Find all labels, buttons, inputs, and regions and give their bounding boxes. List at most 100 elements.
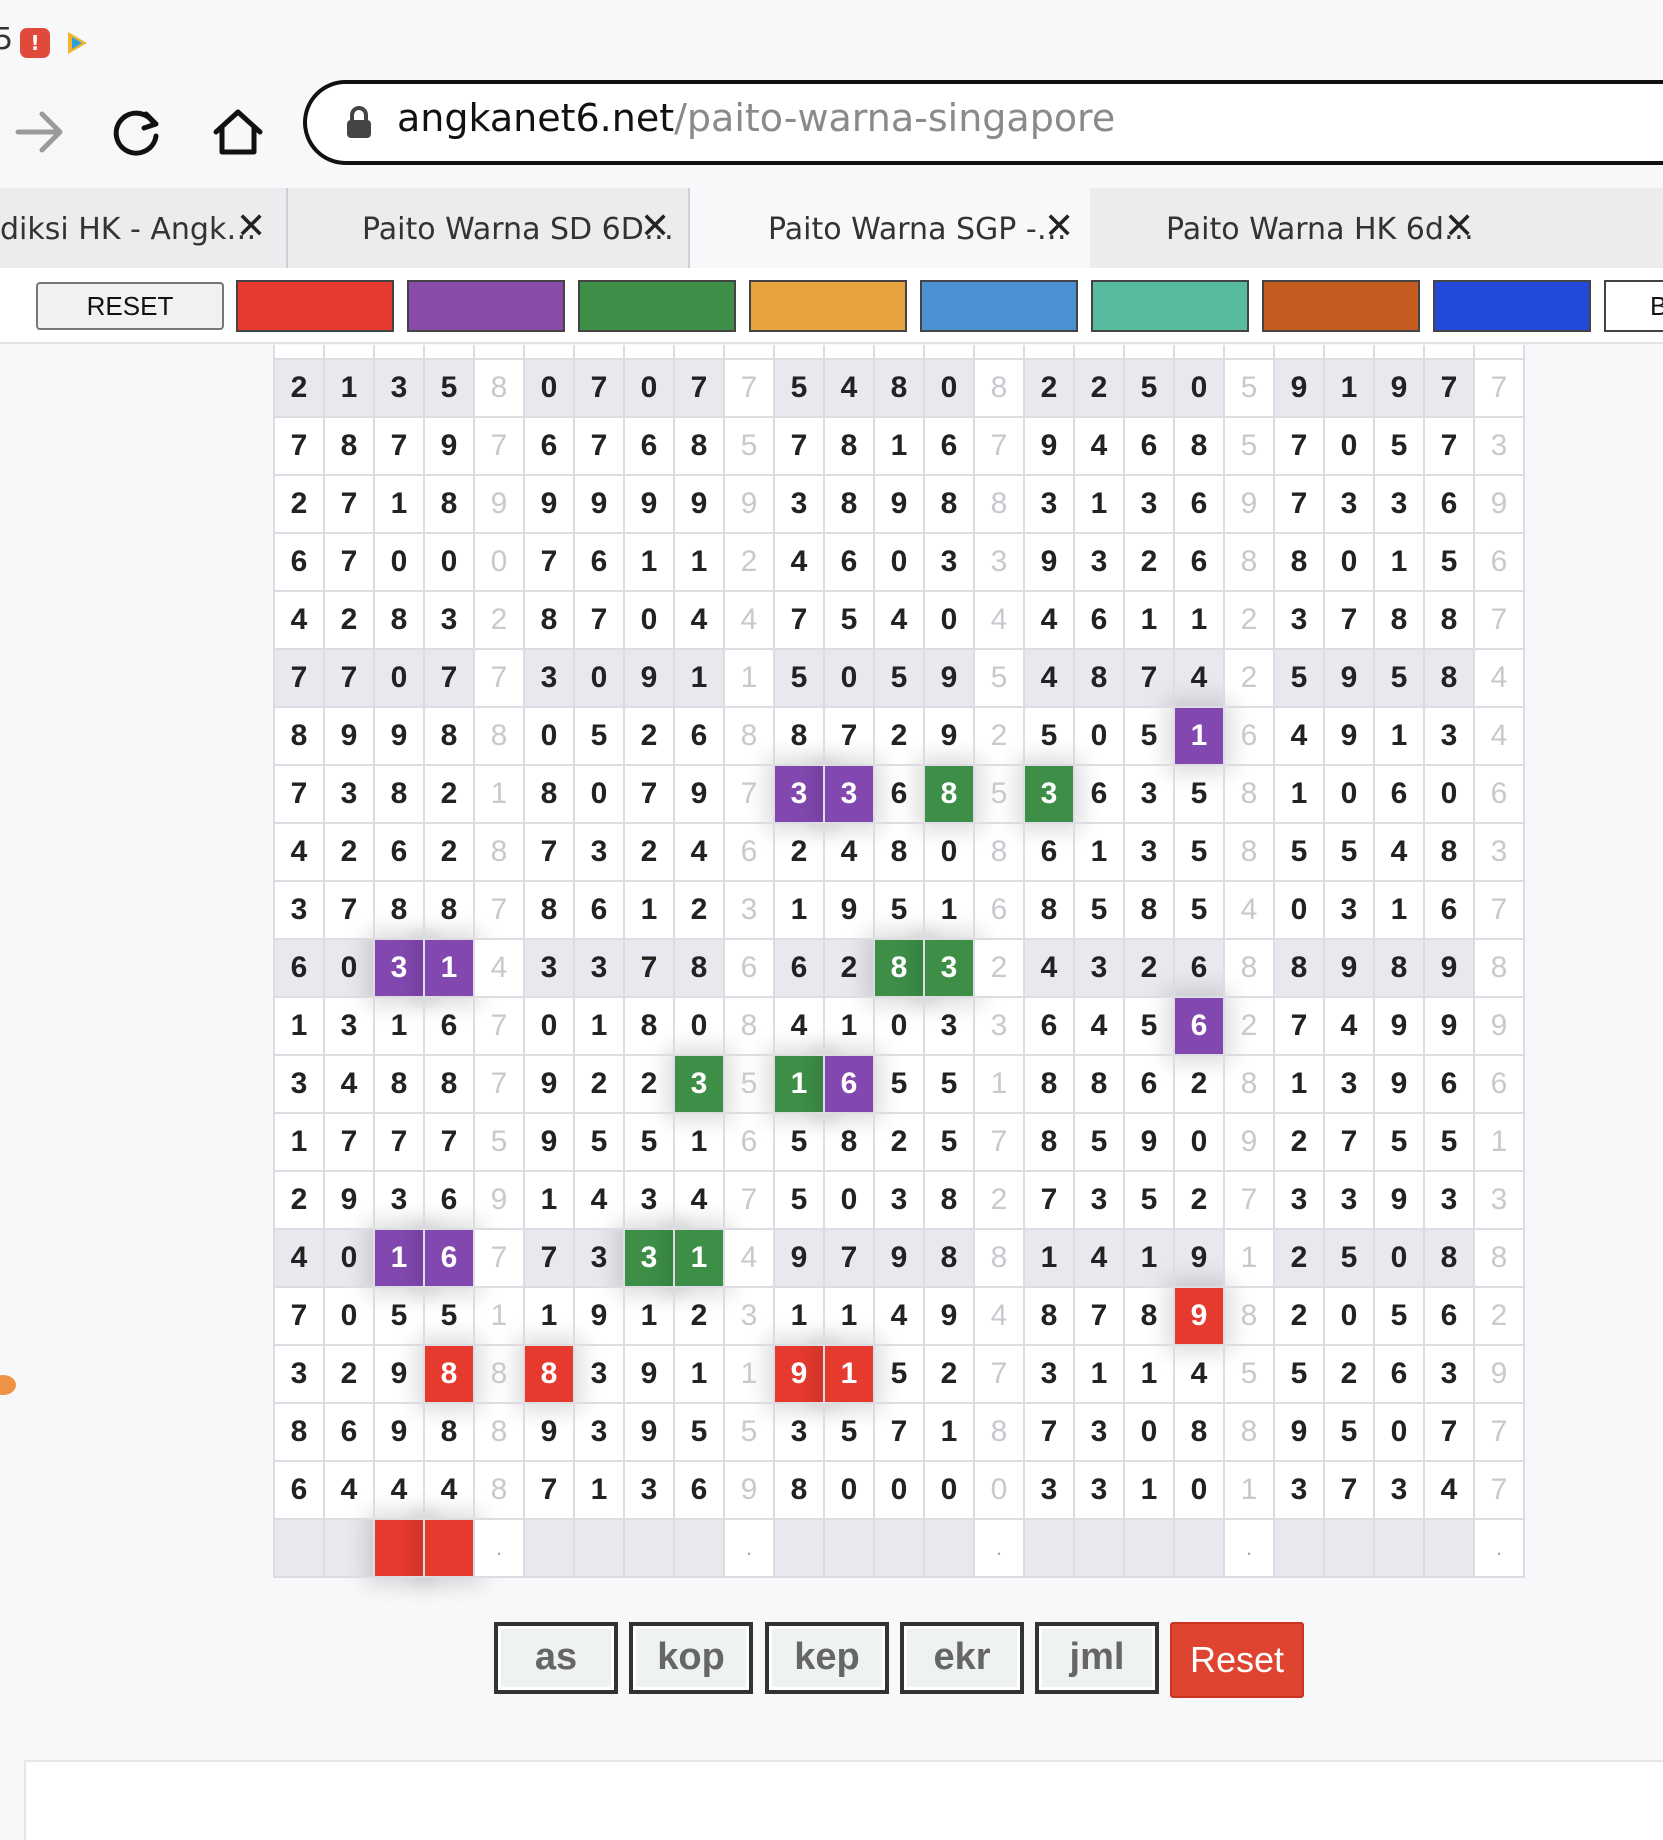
grid-cell[interactable]: 8 xyxy=(523,1344,575,1404)
grid-cell[interactable]: 0 xyxy=(1123,1402,1175,1462)
grid-cell[interactable]: 7 xyxy=(623,764,675,824)
grid-cell[interactable]: 7 xyxy=(273,1286,325,1346)
grid-separator-cell[interactable]: 9 xyxy=(473,1170,525,1230)
grid-cell[interactable]: 5 xyxy=(423,1286,475,1346)
reset-button[interactable]: Reset xyxy=(1170,1622,1304,1698)
grid-cell[interactable]: 2 xyxy=(623,822,675,882)
grid-cell[interactable]: 4 xyxy=(1023,590,1075,650)
grid-cell[interactable]: 5 xyxy=(1273,822,1325,882)
grid-cell[interactable]: 4 xyxy=(273,1228,325,1288)
grid-cell[interactable]: 2 xyxy=(773,822,825,882)
grid-separator-cell[interactable]: 8 xyxy=(1223,1054,1275,1114)
grid-cell[interactable]: 9 xyxy=(373,706,425,766)
kop-button[interactable]: kop xyxy=(629,1622,753,1694)
swatch-purple[interactable] xyxy=(407,280,565,332)
grid-cell[interactable]: 2 xyxy=(923,1344,975,1404)
grid-cell[interactable]: 4 xyxy=(323,1460,375,1520)
grid-cell[interactable]: 3 xyxy=(1123,474,1175,534)
grid-cell[interactable]: 1 xyxy=(323,358,375,418)
grid-cell[interactable] xyxy=(773,1518,825,1578)
grid-separator-cell[interactable]: 7 xyxy=(1473,880,1525,940)
grid-cell[interactable]: 3 xyxy=(273,1344,325,1404)
grid-separator-cell[interactable]: 8 xyxy=(473,822,525,882)
grid-cell[interactable]: 6 xyxy=(823,532,875,592)
grid-cell[interactable]: 2 xyxy=(873,1112,925,1172)
grid-cell[interactable]: 0 xyxy=(1173,1112,1225,1172)
grid-cell[interactable]: 9 xyxy=(1323,648,1375,708)
grid-cell[interactable]: 8 xyxy=(373,764,425,824)
grid-cell[interactable]: 1 xyxy=(673,1344,725,1404)
grid-cell[interactable]: 7 xyxy=(1073,1286,1125,1346)
grid-cell[interactable]: 9 xyxy=(1373,996,1425,1056)
grid-cell[interactable]: 2 xyxy=(1273,1112,1325,1172)
grid-cell[interactable]: 8 xyxy=(273,1402,325,1462)
grid-cell[interactable]: 9 xyxy=(373,1344,425,1404)
grid-cell[interactable]: 3 xyxy=(1373,474,1425,534)
grid-cell[interactable]: 8 xyxy=(1423,1228,1475,1288)
grid-cell[interactable]: 3 xyxy=(1023,1344,1075,1404)
grid-cell[interactable] xyxy=(1073,1518,1125,1578)
grid-cell[interactable]: 1 xyxy=(1073,1344,1125,1404)
grid-cell[interactable]: 8 xyxy=(873,938,925,998)
grid-cell[interactable]: 7 xyxy=(1273,416,1325,476)
grid-cell[interactable]: 2 xyxy=(273,1170,325,1230)
grid-separator-cell[interactable]: 7 xyxy=(1473,1402,1525,1462)
grid-cell[interactable]: 9 xyxy=(673,764,725,824)
grid-cell[interactable]: 3 xyxy=(873,1170,925,1230)
grid-cell[interactable]: 7 xyxy=(373,1112,425,1172)
grid-separator-cell[interactable]: 5 xyxy=(723,416,775,476)
grid-cell[interactable]: 9 xyxy=(873,1228,925,1288)
grid-cell[interactable]: 1 xyxy=(273,1112,325,1172)
grid-cell[interactable]: 4 xyxy=(423,1460,475,1520)
grid-cell[interactable] xyxy=(1273,1518,1325,1578)
grid-cell[interactable]: 9 xyxy=(1323,706,1375,766)
grid-cell[interactable]: 4 xyxy=(1323,996,1375,1056)
grid-cell[interactable]: 2 xyxy=(573,1054,625,1114)
grid-cell[interactable]: 1 xyxy=(373,1228,425,1288)
grid-cell[interactable]: 0 xyxy=(1323,416,1375,476)
grid-cell[interactable]: 7 xyxy=(1323,1112,1375,1172)
grid-cell[interactable]: 3 xyxy=(1073,1402,1125,1462)
grid-separator-cell[interactable]: 8 xyxy=(1223,764,1275,824)
grid-cell[interactable]: 5 xyxy=(1423,532,1475,592)
grid-cell[interactable]: 6 xyxy=(1373,764,1425,824)
grid-cell[interactable] xyxy=(523,1518,575,1578)
grid-cell[interactable]: 1 xyxy=(1023,1228,1075,1288)
grid-separator-cell[interactable]: 8 xyxy=(473,1460,525,1520)
grid-cell[interactable]: 9 xyxy=(1323,938,1375,998)
grid-cell[interactable]: 8 xyxy=(523,764,575,824)
grid-cell[interactable] xyxy=(1173,1518,1225,1578)
grid-cell[interactable]: 7 xyxy=(1323,1460,1375,1520)
grid-cell[interactable]: . xyxy=(1223,1518,1275,1578)
grid-cell[interactable]: 4 xyxy=(823,822,875,882)
grid-cell[interactable]: 3 xyxy=(423,590,475,650)
grid-cell[interactable]: 4 xyxy=(773,532,825,592)
grid-cell[interactable]: 5 xyxy=(1173,822,1225,882)
grid-cell[interactable]: 7 xyxy=(273,764,325,824)
grid-cell[interactable]: 7 xyxy=(673,358,725,418)
grid-cell[interactable]: 0 xyxy=(823,1460,875,1520)
grid-cell[interactable]: 3 xyxy=(523,648,575,708)
grid-separator-cell[interactable]: 7 xyxy=(723,358,775,418)
grid-cell[interactable]: 3 xyxy=(1423,1344,1475,1404)
grid-separator-cell[interactable]: 5 xyxy=(973,764,1025,824)
grid-cell[interactable]: 7 xyxy=(573,416,625,476)
grid-cell[interactable]: 0 xyxy=(323,938,375,998)
grid-cell[interactable]: 5 xyxy=(1323,1228,1375,1288)
grid-separator-cell[interactable]: 8 xyxy=(973,1228,1025,1288)
grid-cell[interactable]: 0 xyxy=(623,358,675,418)
grid-cell[interactable]: 7 xyxy=(273,416,325,476)
grid-separator-cell[interactable]: 8 xyxy=(1223,532,1275,592)
grid-cell[interactable]: 3 xyxy=(923,532,975,592)
grid-cell[interactable]: 6 xyxy=(773,938,825,998)
grid-cell[interactable]: 9 xyxy=(523,474,575,534)
grid-cell[interactable]: 3 xyxy=(573,1228,625,1288)
grid-cell[interactable]: 3 xyxy=(1273,1460,1325,1520)
grid-cell[interactable]: 2 xyxy=(323,1344,375,1404)
grid-separator-cell[interactable]: 1 xyxy=(1223,1228,1275,1288)
grid-cell[interactable]: 8 xyxy=(1023,1112,1075,1172)
grid-separator-cell[interactable]: 4 xyxy=(1223,880,1275,940)
grid-cell[interactable]: 2 xyxy=(673,880,725,940)
grid-cell[interactable]: 3 xyxy=(773,1402,825,1462)
grid-cell[interactable]: 7 xyxy=(1323,590,1375,650)
